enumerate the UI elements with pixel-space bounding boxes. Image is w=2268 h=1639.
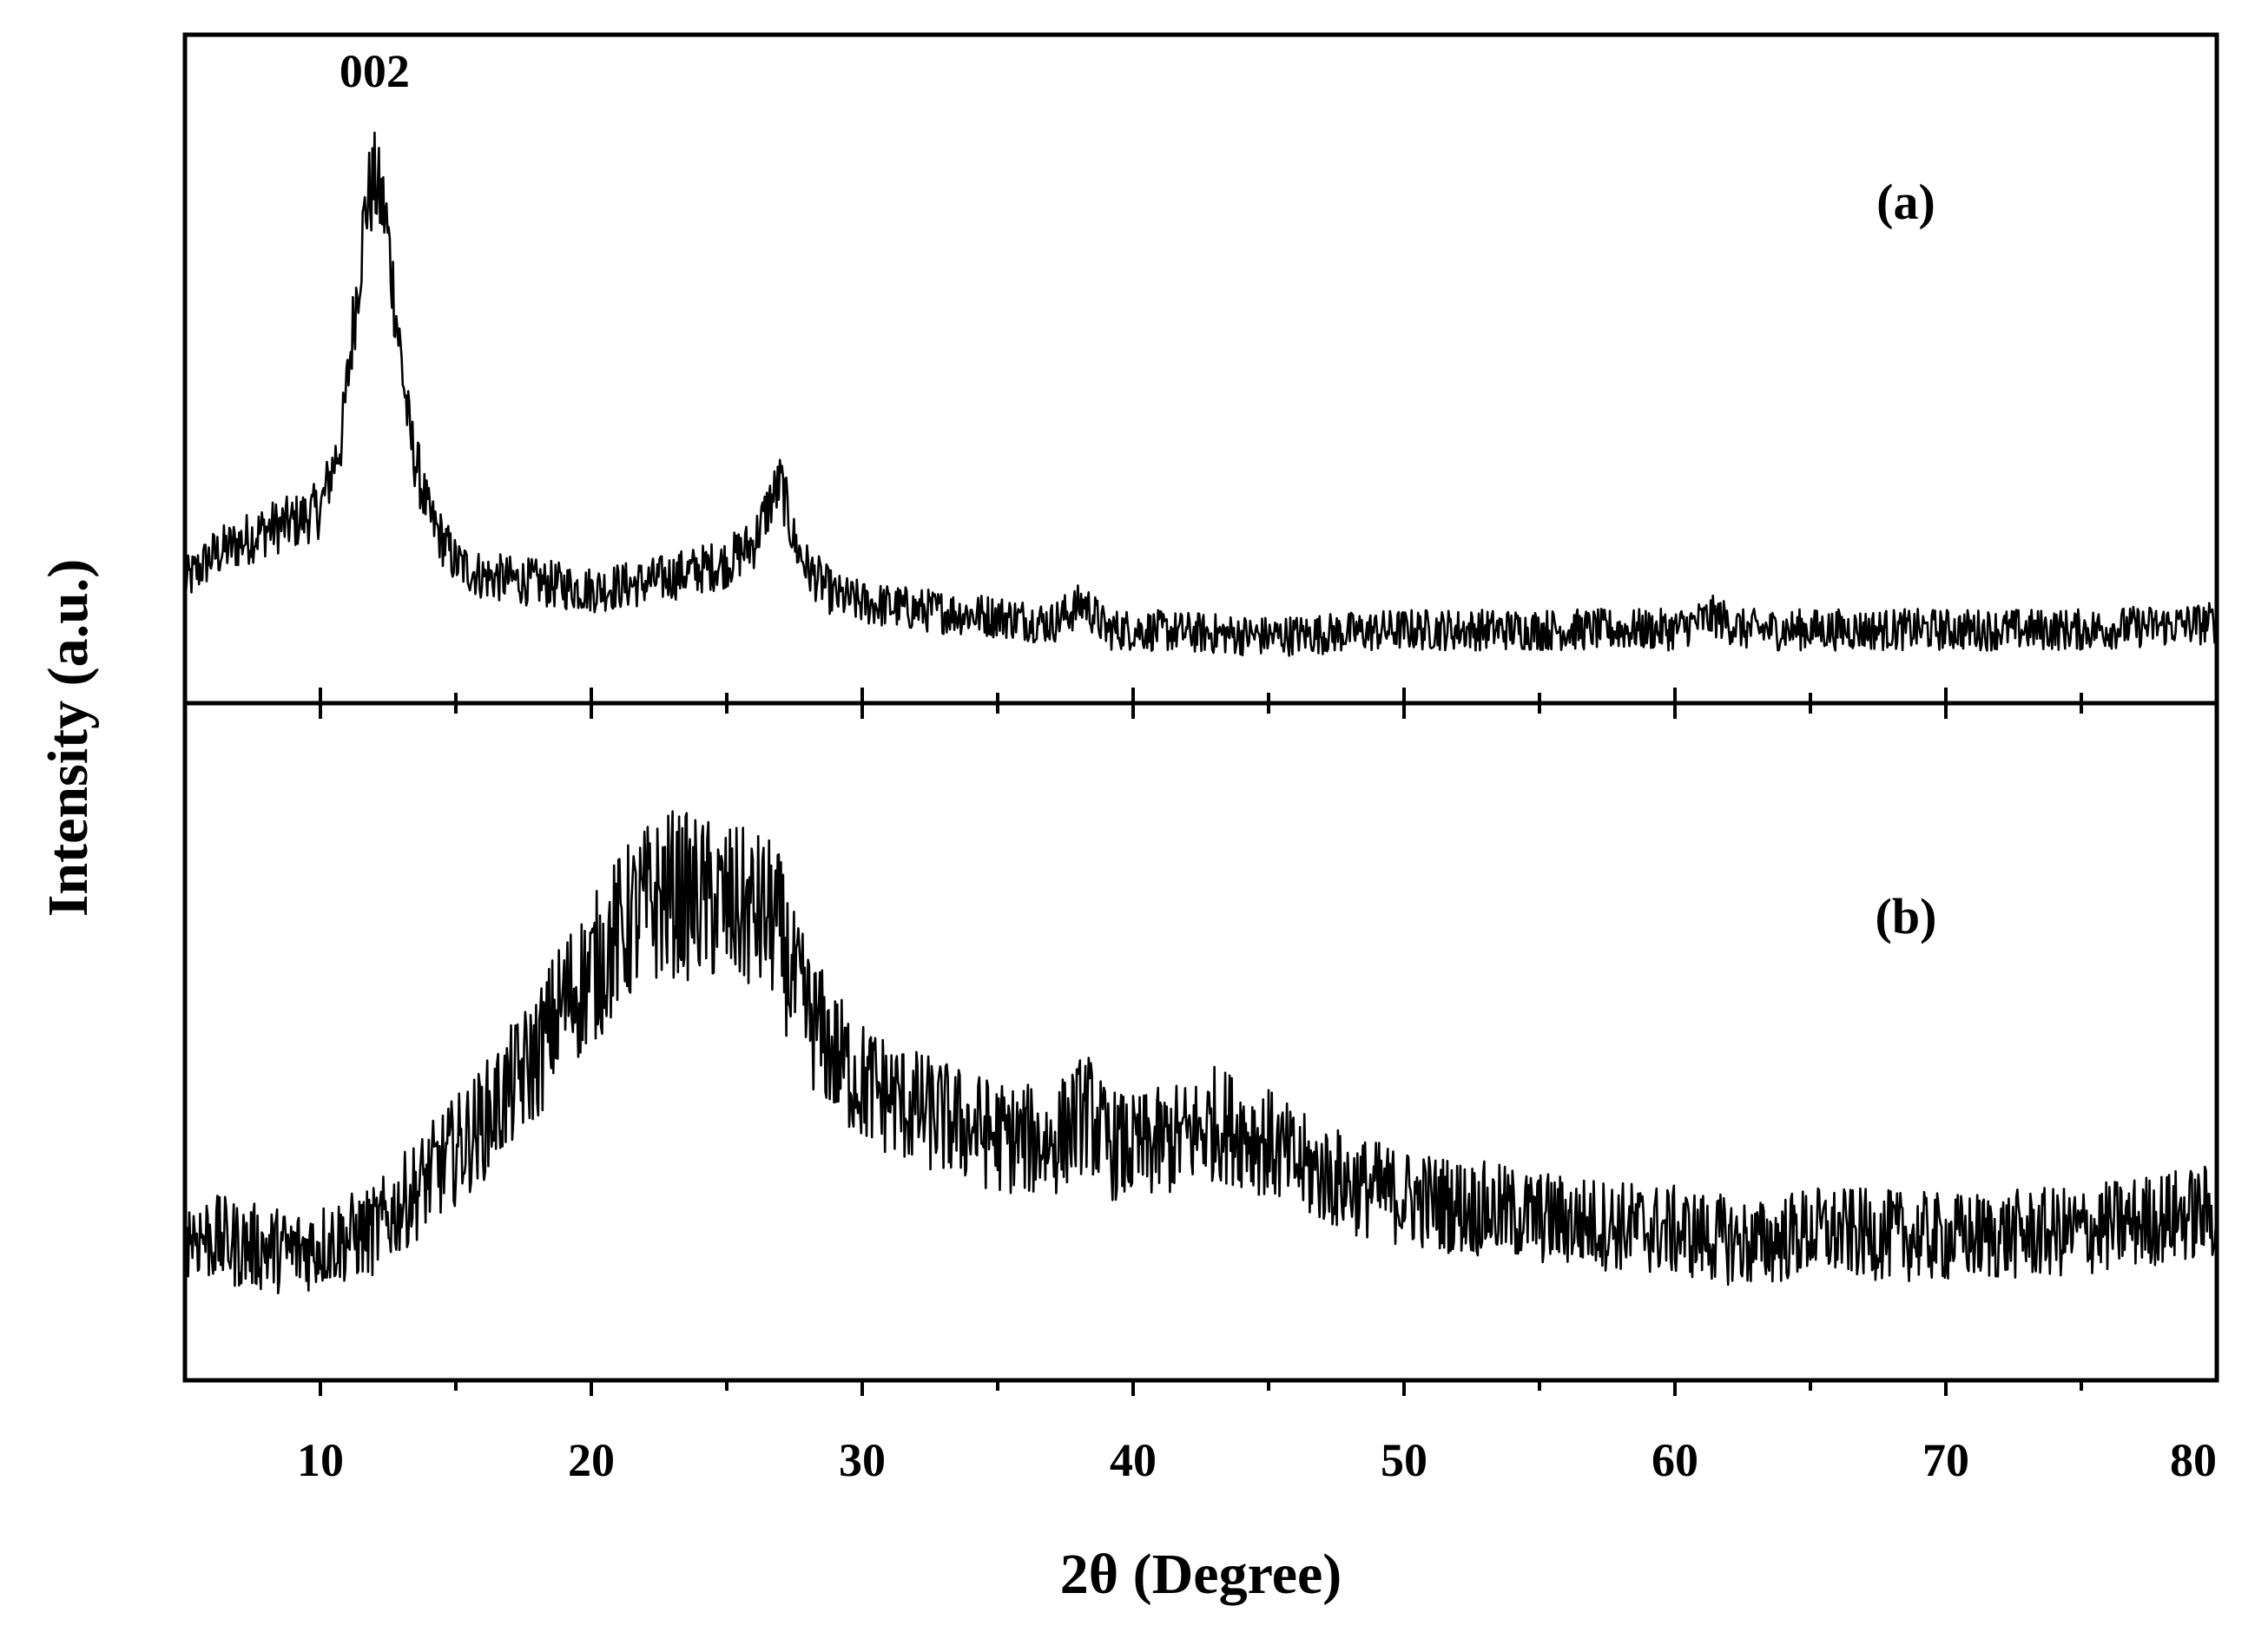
panel-b-label: (b) [1876,888,1937,945]
x-tick-label: 40 [1110,1434,1157,1486]
x-axis-ticks [319,688,2083,1396]
x-tick-label: 20 [568,1434,615,1486]
x-tick-label: 80 [2170,1434,2217,1486]
peak-annotation-002: 002 [340,45,410,97]
panel-b-frame [182,701,2219,1383]
x-tick-label: 10 [297,1434,344,1486]
panel-a-label: (a) [1876,174,1935,230]
y-axis-title: Intensity (a.u.) [36,559,100,918]
x-axis-tick-labels: 10 20 30 40 50 60 70 80 [297,1434,2217,1486]
x-tick-label: 30 [839,1434,886,1486]
x-tick-label: 60 [1652,1434,1698,1486]
x-tick-label: 70 [1922,1434,1969,1486]
series-a-line [183,131,2219,657]
x-axis-title: 2θ (Degree) [1060,1543,1342,1606]
series-b-line [183,810,2219,1294]
x-tick-label: 50 [1381,1434,1427,1486]
